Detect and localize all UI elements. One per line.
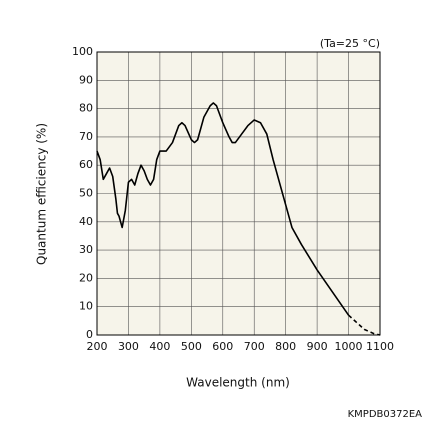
x-tick-label: 300 (118, 340, 139, 353)
y-tick-label: 10 (79, 300, 93, 313)
lines (96, 102, 381, 336)
data-line (348, 314, 381, 336)
y-tick-label: 0 (86, 328, 93, 341)
x-tick-label: 1100 (366, 340, 394, 353)
y-tick-label: 80 (79, 102, 93, 115)
x-tick-label: 800 (275, 340, 296, 353)
y-tick-label: 100 (72, 45, 93, 58)
x-tick-label: 1000 (335, 340, 363, 353)
y-tick-label: 40 (79, 215, 93, 228)
y-tick-label: 90 (79, 73, 93, 86)
x-tick-label: 600 (212, 340, 233, 353)
x-tick-label: 500 (181, 340, 202, 353)
x-tick-label: 900 (307, 340, 328, 353)
y-tick-label: 60 (79, 158, 93, 171)
data-line (96, 102, 350, 316)
y-tick-label: 30 (79, 243, 93, 256)
x-tick-label: 700 (244, 340, 265, 353)
x-tick-label: 200 (87, 340, 108, 353)
document-code: KMPDB0372EA (348, 409, 423, 420)
y-tick-label: 20 (79, 271, 93, 284)
plot-frame (96, 51, 381, 336)
annotation: (Ta=25 °C) (320, 37, 380, 50)
x-tick-label: 400 (149, 340, 170, 353)
y-axis-label: Quantum efficiency (%) (35, 123, 49, 265)
x-axis-label: Wavelength (nm) (186, 376, 290, 390)
y-tick-label: 50 (79, 187, 93, 200)
y-tick-label: 70 (79, 130, 93, 143)
